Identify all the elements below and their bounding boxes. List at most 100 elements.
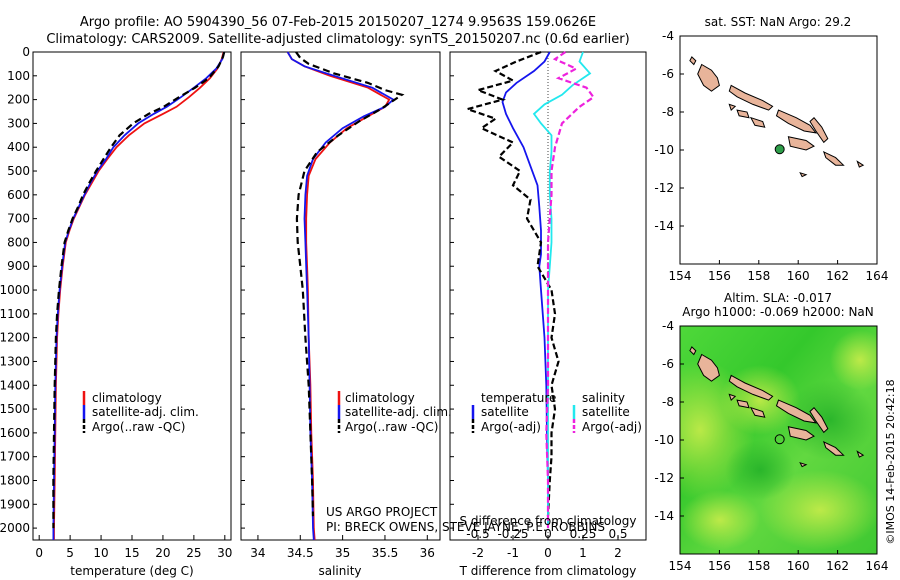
sst-map-title: sat. SST: NaN Argo: 29.2 <box>705 15 852 29</box>
sla-low-patch <box>785 380 875 460</box>
sla-map: Altim. SLA: -0.017 Argo h1000: -0.069 h2… <box>654 291 889 573</box>
temperature-x-tick-label: 15 <box>124 546 139 560</box>
difference-profile-plot <box>463 50 596 540</box>
depth-tick-label: 1100 <box>0 307 30 321</box>
series-line-1 <box>52 51 226 540</box>
salinity-legend: climatology satellite-adj. clim. Argo(..… <box>337 391 452 434</box>
island <box>728 84 774 111</box>
map-y-tick-label: -14 <box>654 219 674 233</box>
depth-tick-label: 1800 <box>0 473 30 487</box>
island <box>749 406 766 418</box>
series-line-0 <box>501 51 551 529</box>
depth-tick-label: 400 <box>7 140 30 154</box>
series-line-1 <box>286 51 395 541</box>
island <box>822 440 845 456</box>
temperature-x-tick-label: 20 <box>155 546 170 560</box>
legend-label-argo: Argo(..raw -QC) <box>92 420 185 434</box>
map-x-tick-label: 160 <box>787 269 810 283</box>
depth-tick-label: 1300 <box>0 354 30 368</box>
island <box>728 103 737 112</box>
island <box>809 406 829 434</box>
t-difference-tick-label: 2 <box>614 546 622 560</box>
map-y-tick-label: -10 <box>654 143 674 157</box>
temperature-x-tick-label: 25 <box>186 546 201 560</box>
map-x-tick-label: 164 <box>866 559 889 573</box>
sla-high-patch <box>760 470 877 550</box>
t-difference-tick-label: 1 <box>579 546 587 560</box>
map-x-tick-label: 162 <box>826 559 849 573</box>
depth-tick-label: 900 <box>7 259 30 273</box>
s-difference-tick-label: 0.5 <box>608 527 627 541</box>
sla-map-title-1: Altim. SLA: -0.017 <box>724 291 832 305</box>
map-y-tick-label: -12 <box>654 471 674 485</box>
map-x-tick-label: 160 <box>787 559 810 573</box>
s-difference-tick-label: -0.25 <box>497 527 528 541</box>
island <box>749 116 766 128</box>
sla-high-patch <box>680 490 760 550</box>
depth-tick-label: 200 <box>7 93 30 107</box>
island <box>799 171 808 178</box>
legend-label-climatology: climatology <box>345 391 415 405</box>
map-y-tick-label: -6 <box>662 67 674 81</box>
project-name: US ARGO PROJECT <box>326 505 438 519</box>
profile-location-marker <box>774 144 785 155</box>
sst-map: sat. SST: NaN Argo: 29.2 154 156 158 160 162… <box>654 15 888 283</box>
legend-label-s-satellite: satellite <box>582 405 630 419</box>
island <box>736 109 750 119</box>
legend-label-satellite: satellite-adj. clim. <box>345 405 452 419</box>
sla-map-title-2: Argo h1000: -0.069 h2000: NaN <box>682 305 874 319</box>
legend-heading-temperature: temperature <box>481 391 556 405</box>
salinity-profile-plot <box>286 51 405 541</box>
island <box>728 374 774 401</box>
imos-credit: ©IMOS 14-Feb-2015 20:42:18 <box>884 379 897 544</box>
legend-label-climatology: climatology <box>92 391 162 405</box>
t-difference-tick-label: -1 <box>507 546 519 560</box>
island <box>689 56 697 66</box>
profile-location-marker <box>774 434 785 445</box>
island <box>799 461 808 468</box>
island <box>697 353 720 382</box>
island <box>728 393 737 402</box>
salinity-x-tick-label: 35.5 <box>372 546 399 560</box>
depth-tick-label: 2000 <box>0 521 30 535</box>
island <box>697 63 720 92</box>
legend-label-t-argo: Argo(-adj) <box>481 420 541 434</box>
island <box>787 426 815 441</box>
salinity-x-label: salinity <box>318 564 361 578</box>
island <box>856 160 865 168</box>
sla-high-patch <box>830 330 877 390</box>
salinity-x-tick-label: 34 <box>250 546 265 560</box>
map-y-tick-label: -6 <box>662 357 674 371</box>
legend-label-satellite: satellite-adj. clim. <box>92 405 199 419</box>
depth-tick-label: 0 <box>22 45 30 59</box>
map-x-tick-label: 158 <box>747 559 770 573</box>
sst-map-islands: 154 156 158 160 162 164 -4 -6 -8 -10 -12 -14 <box>654 29 888 283</box>
map-x-tick-label: 164 <box>866 269 889 283</box>
map-y-tick-label: -4 <box>662 29 674 43</box>
series-line-2 <box>295 51 405 517</box>
map-x-tick-label: 154 <box>669 559 692 573</box>
t-difference-label: T difference from climatology <box>459 564 637 578</box>
depth-tick-label: 1200 <box>0 331 30 345</box>
temperature-x-tick-label: 0 <box>35 546 43 560</box>
island <box>822 150 845 166</box>
sla-low-patch <box>725 440 795 500</box>
header-line-2: Climatology: CARS2009. Satellite-adjuste… <box>46 32 629 47</box>
island <box>809 116 829 144</box>
map-y-tick-label: -10 <box>654 433 674 447</box>
island <box>775 109 818 134</box>
temperature-x-tick-label: 10 <box>93 546 108 560</box>
depth-tick-label: 700 <box>7 212 30 226</box>
s-difference-tick-label: 0 <box>544 527 552 541</box>
island <box>775 399 818 424</box>
depth-tick-label: 1400 <box>0 378 30 392</box>
legend-label-t-satellite: satellite <box>481 405 529 419</box>
salinity-x-tick-label: 35 <box>335 546 350 560</box>
island <box>787 136 815 151</box>
map-x-tick-label: 156 <box>708 559 731 573</box>
depth-tick-label: 1700 <box>0 450 30 464</box>
s-difference-tick-label: -0.5 <box>466 527 489 541</box>
map-y-tick-label: -4 <box>662 319 674 333</box>
temperature-x-tick-label: 5 <box>66 546 74 560</box>
